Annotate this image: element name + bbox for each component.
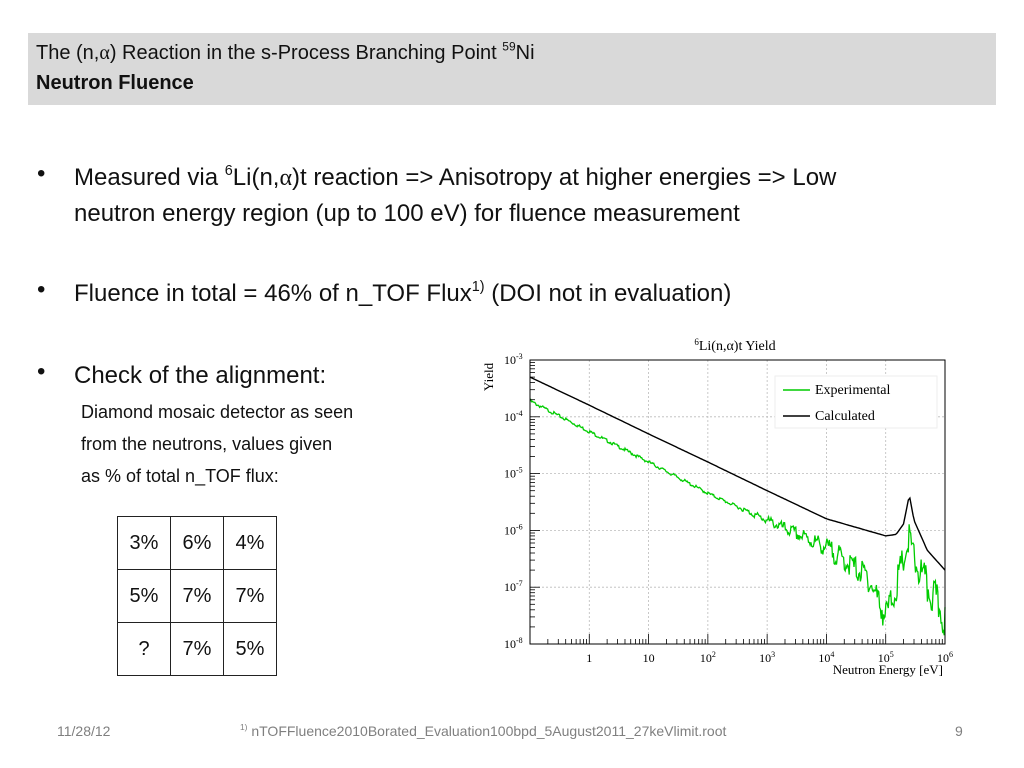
- y-axis-label: Yield: [481, 362, 496, 391]
- table-cell: 7%: [170, 569, 224, 623]
- table-row: ? 7% 5%: [117, 622, 277, 676]
- table-cell: 4%: [223, 516, 277, 570]
- bullet-dot: •: [37, 276, 46, 303]
- x-tick-label: 105: [878, 650, 894, 665]
- x-axis-label: Neutron Energy [eV]: [833, 662, 943, 677]
- x-tick-label: 104: [818, 650, 834, 665]
- slide-title: The (n,α) Reaction in the s-Process Bran…: [36, 39, 535, 64]
- table-cell: 3%: [117, 516, 171, 570]
- legend-box: [774, 375, 938, 429]
- bullet-alignment: Check of the alignment:: [74, 362, 327, 389]
- series-line-calculated: [529, 376, 946, 571]
- y-tick-label: 10-5: [504, 466, 523, 481]
- page-number: 9: [955, 723, 963, 739]
- table-cell: 5%: [223, 622, 277, 676]
- legend-label: Experimental: [815, 383, 891, 398]
- table-cell: 7%: [223, 569, 277, 623]
- x-tick-label: 103: [759, 650, 775, 665]
- footer-note: 1) nTOFFluence2010Borated_Evaluation100b…: [240, 722, 727, 739]
- plot-frame: [529, 359, 946, 645]
- series-line-experimental: [529, 398, 946, 636]
- footer-date: 11/28/12: [57, 723, 111, 739]
- table-cell: ?: [117, 622, 171, 676]
- y-tick-label: 10-6: [504, 522, 523, 537]
- table-cell: 6%: [170, 516, 224, 570]
- alignment-note-line: as % of total n_TOF flux:: [81, 466, 279, 486]
- bullet-dot: •: [37, 160, 46, 187]
- alignment-note-line: Diamond mosaic detector as seen: [81, 402, 354, 422]
- bullet-dot: •: [37, 358, 46, 385]
- alignment-table: 3% 6% 4% 5% 7% 7% ? 7% 5%: [117, 516, 277, 676]
- x-tick-label: 102: [700, 650, 716, 665]
- y-tick-label: 10-8: [504, 636, 523, 651]
- x-tick-label: 10: [643, 651, 655, 665]
- y-tick-label: 10-4: [504, 409, 523, 424]
- chart-legend: Experimental Calculated: [774, 375, 938, 429]
- legend-label: Calculated: [815, 409, 875, 424]
- chart-series-group: [529, 376, 946, 636]
- alignment-note-line: from the neutrons, values given: [81, 434, 333, 454]
- table-cell: 5%: [117, 569, 171, 623]
- y-tick-label: 10-7: [504, 579, 523, 594]
- chart-title: 6Li(n,α)t Yield: [694, 337, 775, 354]
- y-tick-label: 10-3: [504, 352, 523, 367]
- table-cell: 7%: [170, 622, 224, 676]
- title-bar: The (n,α) Reaction in the s-Process Bran…: [28, 33, 996, 105]
- yield-chart: 6Li(n,α)t Yield Yield Neutron Energy [eV…: [481, 337, 953, 677]
- chart-ticks: 1 10 102 103 104 105 106 10-3 10-4 10-5 10-6 10-7 10…: [504, 352, 953, 665]
- x-tick-label: 106: [937, 650, 953, 665]
- table-row: 5% 7% 7%: [117, 569, 277, 623]
- bullet-measured: Measured via 6Li(n,α)t reaction => Aniso…: [74, 162, 837, 227]
- table-row: 3% 6% 4%: [117, 516, 277, 570]
- slide-subtitle: Neutron Fluence: [36, 72, 194, 94]
- x-tick-label: 1: [586, 651, 592, 665]
- bullet-fluence: Fluence in total = 46% of n_TOF Flux1) (…: [74, 278, 732, 307]
